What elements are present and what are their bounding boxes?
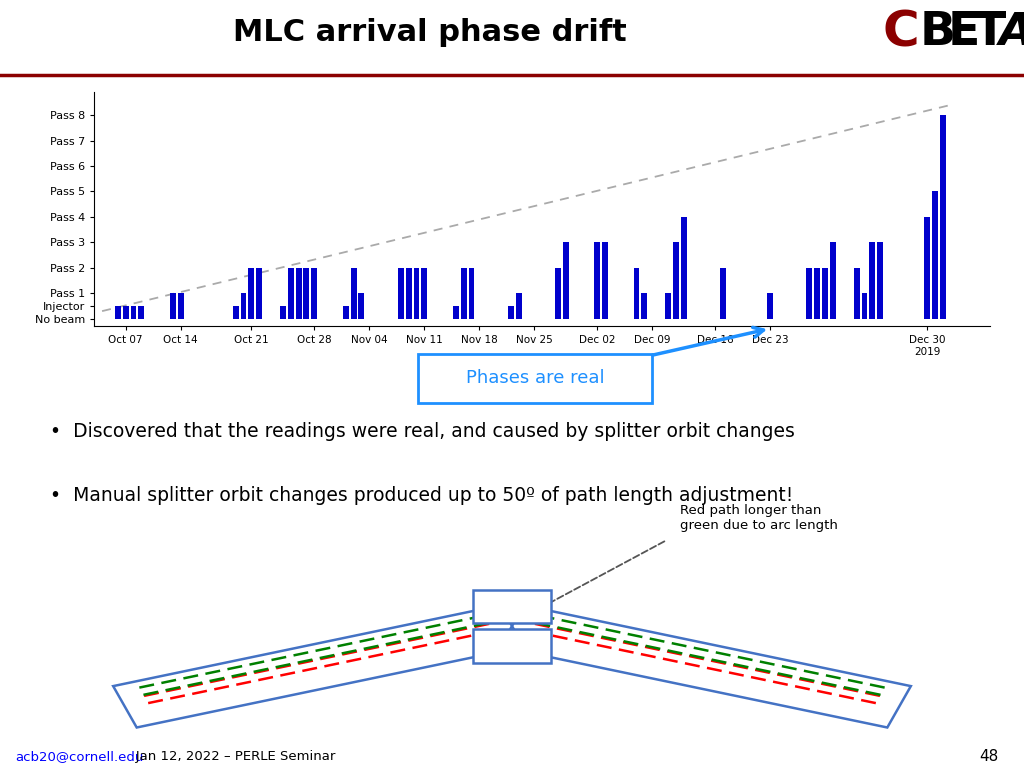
Text: E: E xyxy=(947,10,980,55)
Text: 48: 48 xyxy=(979,749,998,764)
Bar xyxy=(280,306,286,319)
Bar xyxy=(563,243,568,319)
Bar xyxy=(681,217,687,319)
Bar xyxy=(288,268,294,319)
Bar xyxy=(303,268,309,319)
Bar xyxy=(241,293,247,319)
Bar xyxy=(115,306,121,319)
Bar xyxy=(130,306,136,319)
Text: •  Manual splitter orbit changes produced up to 50º of path length adjustment!: • Manual splitter orbit changes produced… xyxy=(50,485,794,505)
Bar xyxy=(594,243,600,319)
Bar xyxy=(453,306,459,319)
Bar xyxy=(414,268,420,319)
Bar xyxy=(138,306,144,319)
Bar xyxy=(555,268,561,319)
Bar xyxy=(516,293,521,319)
Text: A: A xyxy=(998,11,1024,54)
Bar xyxy=(807,268,812,319)
Text: acb20@cornell.edu: acb20@cornell.edu xyxy=(15,750,143,763)
Bar xyxy=(461,268,467,319)
Bar xyxy=(869,243,876,319)
Bar xyxy=(469,268,474,319)
Bar xyxy=(123,306,129,319)
Bar xyxy=(878,243,883,319)
FancyBboxPatch shape xyxy=(473,590,551,624)
Bar xyxy=(665,293,671,319)
Bar xyxy=(641,293,647,319)
FancyBboxPatch shape xyxy=(473,629,551,663)
Bar xyxy=(343,306,348,319)
Text: MLC arrival phase drift: MLC arrival phase drift xyxy=(233,18,627,47)
Bar xyxy=(634,268,639,319)
Bar xyxy=(421,268,427,319)
FancyBboxPatch shape xyxy=(418,354,652,403)
Bar xyxy=(602,243,608,319)
Bar xyxy=(178,293,183,319)
Bar xyxy=(358,293,365,319)
Bar xyxy=(673,243,679,319)
Bar xyxy=(232,306,239,319)
Bar xyxy=(296,268,301,319)
Text: Phases are real: Phases are real xyxy=(466,369,604,387)
Bar xyxy=(932,191,938,319)
Bar xyxy=(830,243,836,319)
Text: Red path longer than
green due to arc length: Red path longer than green due to arc le… xyxy=(680,505,838,532)
Bar xyxy=(814,268,820,319)
Bar xyxy=(940,115,946,319)
Bar xyxy=(854,268,859,319)
Bar xyxy=(350,268,356,319)
Bar xyxy=(249,268,254,319)
Bar xyxy=(170,293,176,319)
Text: B: B xyxy=(920,10,955,55)
Bar xyxy=(925,217,930,319)
Bar xyxy=(861,293,867,319)
Bar xyxy=(720,268,726,319)
Bar xyxy=(406,268,412,319)
Bar xyxy=(822,268,828,319)
Bar xyxy=(311,268,317,319)
Text: T: T xyxy=(974,10,1006,55)
Bar xyxy=(767,293,773,319)
Text: C: C xyxy=(883,8,920,56)
Text: Jan 12, 2022 – PERLE Seminar: Jan 12, 2022 – PERLE Seminar xyxy=(123,750,335,763)
Bar xyxy=(508,306,514,319)
Text: •  Discovered that the readings were real, and caused by splitter orbit changes: • Discovered that the readings were real… xyxy=(50,422,795,442)
Bar xyxy=(397,268,403,319)
Bar xyxy=(256,268,262,319)
